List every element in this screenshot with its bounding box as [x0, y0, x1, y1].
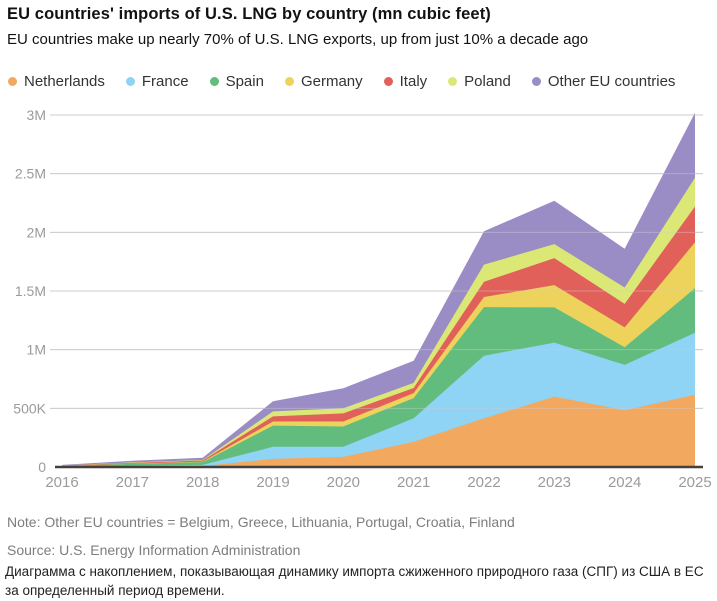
- area-netherlands: [62, 394, 695, 467]
- legend-item-germany: Germany: [284, 73, 363, 90]
- chart-note: Note: Other EU countries = Belgium, Gree…: [7, 514, 515, 530]
- x-axis-tick-label: 2020: [327, 474, 360, 491]
- y-axis-tick-label: 2M: [27, 224, 46, 240]
- chart-subtitle: EU countries make up nearly 70% of U.S. …: [7, 31, 589, 48]
- x-axis-tick-label: 2019: [256, 474, 289, 491]
- legend-label: Poland: [464, 73, 511, 90]
- legend-dot-icon: [209, 77, 219, 86]
- legend-item-spain: Spain: [209, 73, 264, 90]
- legend-dot-icon: [125, 77, 135, 86]
- y-axis-tick-label: 3M: [27, 107, 46, 123]
- x-axis-tick-label: 2021: [397, 474, 430, 491]
- x-axis-tick-label: 2023: [538, 474, 571, 491]
- chart-caption-russian: Диаграмма с накоплением, показывающая ди…: [5, 564, 704, 598]
- x-axis-tick-label: 2016: [45, 474, 78, 491]
- stacked-area-chart: 0 500K 1M 1.5M 2M 2.5M 3M 2016 2017 2018 2019 2020 2…: [0, 100, 717, 500]
- y-axis-tick-label: 1M: [27, 342, 46, 358]
- legend-dot-icon: [448, 77, 458, 86]
- x-axis-tick-label: 2022: [467, 474, 500, 491]
- x-axis-tick-label: 2018: [186, 474, 219, 491]
- y-axis-tick-label: 1.5M: [15, 283, 46, 299]
- legend-label: Germany: [300, 73, 363, 90]
- legend-label: Netherlands: [24, 73, 105, 90]
- y-axis-tick-label: 0: [38, 459, 46, 475]
- legend-label: Other EU countries: [547, 73, 676, 90]
- legend-label: France: [141, 73, 189, 90]
- legend-item-italy: Italy: [383, 73, 428, 90]
- y-axis-tick-label: 2.5M: [15, 166, 46, 182]
- chart-source: Source: U.S. Energy Information Administ…: [7, 542, 301, 558]
- chart-title: EU countries' imports of U.S. LNG by cou…: [7, 5, 491, 23]
- y-axis-tick-label: 500K: [13, 400, 46, 416]
- legend-item-other-eu-countries: Other EU countries: [531, 73, 676, 90]
- legend-label: Italy: [399, 73, 428, 90]
- legend-item-netherlands: Netherlands: [8, 73, 105, 90]
- legend-dot-icon: [531, 77, 541, 86]
- legend-label: Spain: [225, 73, 264, 90]
- legend: Netherlands France Spain Germany Italy Poland…: [8, 73, 675, 90]
- x-axis-tick-label: 2024: [608, 474, 641, 491]
- legend-item-poland: Poland: [448, 73, 511, 90]
- legend-dot-icon: [383, 77, 393, 86]
- x-axis-tick-label: 2025: [678, 474, 711, 491]
- x-axis-tick-label: 2017: [116, 474, 149, 491]
- legend-item-france: France: [125, 73, 189, 90]
- chart-canvas: 0 500K 1M 1.5M 2M 2.5M 3M 2016 2017 2018 2019 2020 2…: [13, 107, 711, 491]
- legend-dot-icon: [284, 77, 294, 86]
- legend-dot-icon: [8, 77, 17, 86]
